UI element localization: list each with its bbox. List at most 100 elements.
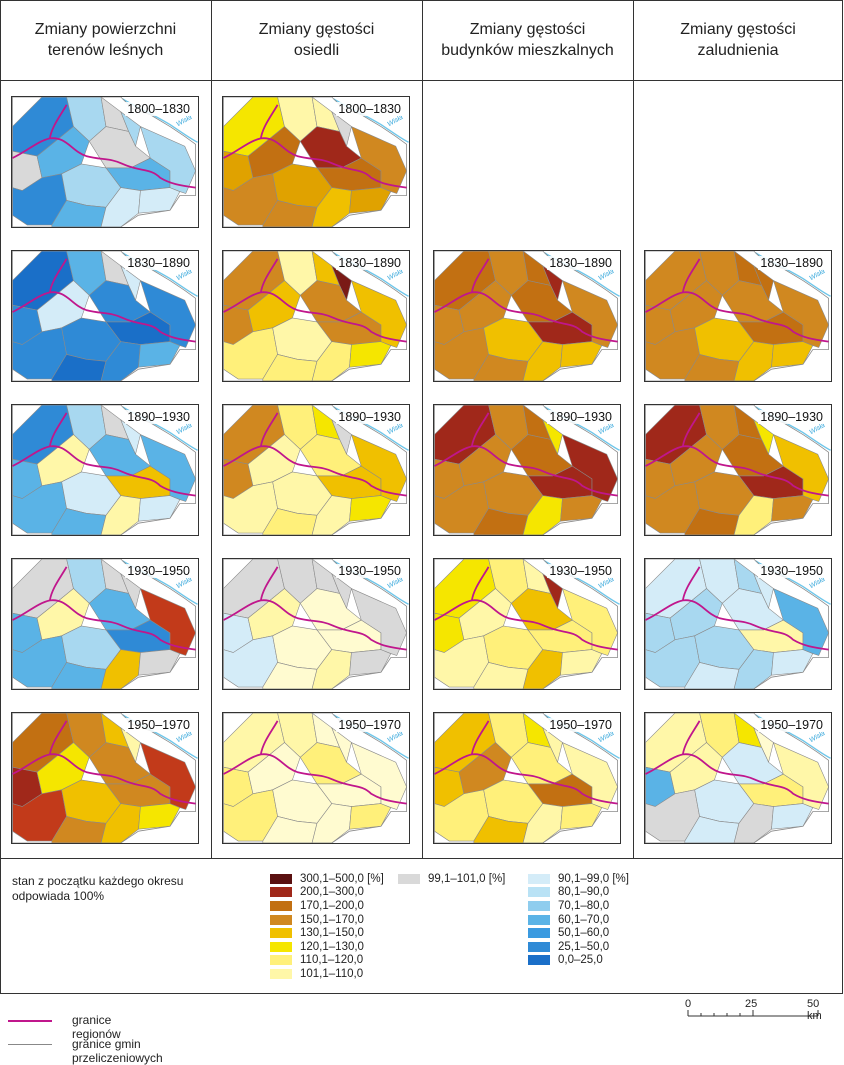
region-boundary (223, 291, 407, 343)
map-svg: Wisła (434, 251, 620, 381)
legend-label: 70,1–80,0 (558, 899, 610, 912)
map-panel: Wisła 1890–1930 (222, 404, 410, 536)
legend-divider (0, 858, 843, 859)
gmina-boundary-label: granice gmin przeliczeniowych (72, 1037, 163, 1065)
map-panel: Wisła 1800–1830 (222, 96, 410, 228)
gmina-area (684, 662, 740, 689)
legend-row: 300,1–500,0 [%] (270, 872, 384, 886)
gmina-area (349, 341, 392, 368)
map-panel: Wisła 1950–1970 (644, 712, 832, 844)
period-label: 1800–1830 (336, 102, 403, 116)
legend-label: 150,1–170,0 (300, 913, 364, 926)
legend-label: 80,1–90,0 (558, 886, 610, 899)
gmina-area (51, 662, 107, 689)
period-label: 1930–1950 (547, 564, 614, 578)
legend-swatch (270, 928, 292, 939)
gmina-area (138, 187, 181, 214)
scale-tick-25: 25 (745, 998, 758, 1010)
legend-row: 101,1–110,0 (270, 967, 384, 981)
gmina-area (349, 803, 392, 830)
gmina-area (262, 354, 318, 381)
region-boundary (681, 720, 701, 755)
legend-swatch (270, 968, 292, 979)
map-panel: Wisła 1930–1950 (11, 558, 199, 690)
legend-row: 50,1–60,0 (528, 926, 629, 940)
period-label: 1890–1930 (758, 410, 825, 424)
legend-swatch (528, 900, 550, 911)
legend-label: 50,1–60,0 (558, 927, 610, 940)
gmina-area (139, 126, 196, 194)
legend-swatch (270, 887, 292, 898)
map-svg: Wisła (645, 251, 831, 381)
column-header-forest: Zmiany powierzchni terenów leśnych (34, 21, 177, 59)
region-boundary (223, 137, 407, 189)
region-boundary (645, 291, 829, 343)
region-boundary (434, 291, 618, 343)
legend-swatch (398, 873, 420, 884)
gmina-area (138, 341, 181, 368)
period-label: 1830–1890 (758, 256, 825, 270)
region-boundary (48, 720, 68, 755)
legend-label: 0,0–25,0 (558, 954, 603, 967)
map-panel: Wisła 1930–1950 (433, 558, 621, 690)
map-svg: Wisła (645, 713, 831, 843)
region-boundary (645, 445, 829, 497)
map-svg: Wisła (645, 559, 831, 689)
scale-tick-0: 0 (685, 998, 692, 1010)
gmina-area (473, 354, 529, 381)
map-panel: Wisła 1800–1830 (11, 96, 199, 228)
region-boundary (470, 720, 490, 755)
gmina-area (560, 341, 603, 368)
gmina-area (561, 434, 618, 502)
region-boundary (12, 753, 196, 805)
legend-swatch (528, 955, 550, 966)
map-svg: Wisła (12, 405, 198, 535)
column-divider (633, 0, 634, 858)
gmina-area (51, 816, 107, 843)
gmina-area (473, 816, 529, 843)
map-svg: Wisła (434, 559, 620, 689)
map-svg: Wisła (434, 713, 620, 843)
gmina-area (561, 742, 618, 810)
region-boundary (223, 753, 407, 805)
map-panel: Wisła 1830–1890 (433, 250, 621, 382)
legend-label: 200,1–300,0 (300, 886, 364, 899)
gmina-boundary-line (8, 1044, 52, 1045)
map-panel: Wisła 1930–1950 (222, 558, 410, 690)
legend-swatch (528, 941, 550, 952)
period-label: 1830–1890 (125, 256, 192, 270)
column-header-settlements: Zmiany gęstości osiedli (258, 21, 375, 59)
legend-stable: 99,1–101,0 [%] (398, 872, 505, 886)
map-panel: Wisła 1950–1970 (11, 712, 199, 844)
scale-bar: 0 25 50 km (683, 998, 833, 1028)
gmina-area (772, 742, 829, 810)
legend-swatch (270, 941, 292, 952)
region-boundary (259, 720, 279, 755)
gmina-area (349, 187, 392, 214)
region-boundary (681, 258, 701, 293)
gmina-area (473, 508, 529, 535)
map-svg: Wisła (223, 405, 409, 535)
map-panel: Wisła 1950–1970 (433, 712, 621, 844)
region-boundary (12, 291, 196, 343)
gmina-area (350, 280, 407, 348)
gmina-area (139, 588, 196, 656)
region-boundary (434, 599, 618, 651)
map-panel: Wisła 1890–1930 (433, 404, 621, 536)
gmina-area (772, 280, 829, 348)
region-boundary (259, 258, 279, 293)
region-boundary (48, 412, 68, 447)
figure-frame (0, 0, 843, 994)
map-svg: Wisła (223, 251, 409, 381)
legend-increase: 300,1–500,0 [%] 200,1–300,0 170,1–200,0 150… (270, 872, 384, 981)
gmina-area (350, 588, 407, 656)
region-boundary (223, 445, 407, 497)
map-panel: Wisła 1950–1970 (222, 712, 410, 844)
legend-label: 170,1–200,0 (300, 899, 364, 912)
map-svg: Wisła (434, 405, 620, 535)
legend-row: 120,1–130,0 (270, 940, 384, 954)
gmina-area (350, 434, 407, 502)
period-label: 1950–1970 (336, 718, 403, 732)
gmina-area (684, 354, 740, 381)
region-boundary (470, 566, 490, 601)
